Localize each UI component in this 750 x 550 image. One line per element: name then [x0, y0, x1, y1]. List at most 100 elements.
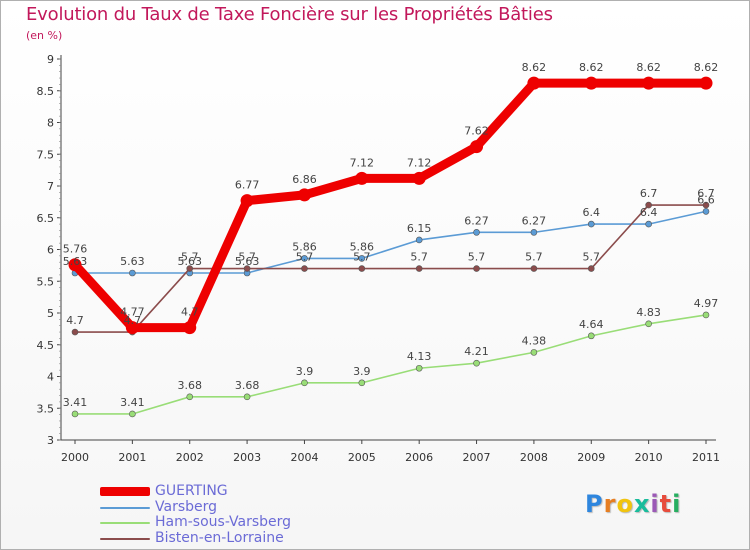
- x-tick-label: 2002: [176, 451, 204, 464]
- data-label: 6.6: [697, 193, 715, 206]
- data-label: 5.63: [63, 255, 88, 268]
- chart-subtitle: (en %): [26, 29, 63, 42]
- data-point: [415, 236, 423, 244]
- series-line-varsberg: [74, 210, 707, 274]
- legend-swatch: [100, 506, 150, 509]
- data-point: [587, 265, 595, 272]
- data-label: 8.62: [522, 61, 547, 74]
- data-point: [702, 208, 710, 215]
- data-label: 5.7: [238, 251, 256, 264]
- y-tick-label: 3.5: [37, 402, 55, 415]
- data-point: [183, 321, 197, 335]
- chart-title: Evolution du Taux de Taxe Foncière sur l…: [26, 4, 553, 25]
- data-point: [68, 258, 82, 272]
- data-label: 4.77: [120, 306, 145, 319]
- logo-letter: i: [672, 490, 682, 518]
- data-label: 5.76: [63, 243, 88, 256]
- data-label: 7.12: [407, 156, 432, 169]
- data-label: 6.4: [583, 206, 601, 219]
- data-label: 5.7: [181, 251, 199, 264]
- y-tick-label: 8.5: [37, 85, 55, 98]
- series-line-ham-sous-varsberg: [74, 314, 707, 415]
- data-label: 5.7: [353, 251, 371, 264]
- data-label: 4.38: [522, 334, 547, 347]
- x-tick-label: 2004: [290, 451, 318, 464]
- data-point: [645, 220, 652, 228]
- data-label: 3.68: [177, 379, 202, 392]
- data-point: [71, 410, 79, 418]
- data-label: 6.27: [522, 214, 547, 227]
- data-point: [473, 229, 480, 236]
- data-point: [412, 171, 426, 185]
- y-tick-label: 6.5: [37, 212, 55, 225]
- y-tick-label: 4.5: [37, 339, 55, 352]
- data-point: [530, 229, 538, 236]
- x-tick-label: 2008: [520, 451, 548, 464]
- data-label: 5.7: [410, 251, 428, 264]
- x-tick-label: 2006: [405, 451, 433, 464]
- data-label: 4.7: [66, 314, 84, 327]
- data-label: 4.83: [636, 306, 661, 319]
- legend-label: Ham-sous-Varsberg: [155, 514, 292, 530]
- data-point: [301, 379, 308, 387]
- data-label: 6.27: [464, 214, 489, 227]
- data-point: [530, 349, 538, 356]
- data-label: 4.7: [181, 306, 199, 319]
- data-label: 5.7: [525, 251, 543, 264]
- data-point: [702, 201, 710, 209]
- data-label: 5.86: [292, 240, 317, 253]
- data-label: 4.21: [464, 345, 489, 358]
- data-point: [702, 311, 710, 319]
- data-label: 8.62: [636, 61, 661, 74]
- logo-letter: i: [650, 490, 660, 518]
- logo-letter: x: [633, 490, 651, 518]
- data-point: [355, 171, 369, 185]
- series-line-guerting: [70, 78, 711, 333]
- data-label: 6.4: [640, 206, 658, 219]
- data-point: [645, 320, 652, 328]
- x-tick-label: 2000: [61, 451, 89, 464]
- data-label: 6.86: [292, 173, 317, 186]
- data-point: [473, 359, 480, 367]
- legend-label: GUERTING: [155, 483, 228, 499]
- data-label: 5.7: [296, 251, 314, 264]
- data-point: [473, 265, 480, 272]
- data-point: [243, 393, 251, 401]
- y-tick-label: 7: [47, 180, 54, 193]
- data-label: 5.63: [235, 255, 260, 268]
- data-point: [530, 265, 538, 272]
- data-label: 7.12: [350, 156, 375, 169]
- data-point: [243, 265, 251, 272]
- y-tick-label: 5: [47, 307, 54, 320]
- data-point: [584, 76, 598, 90]
- x-tick-label: 2007: [463, 451, 491, 464]
- x-tick-label: 2010: [635, 451, 663, 464]
- data-label: 6.15: [407, 222, 432, 235]
- data-label: 5.7: [583, 251, 601, 264]
- data-point: [645, 201, 652, 209]
- logo-letter: o: [616, 490, 634, 518]
- y-tick-label: 7.5: [37, 148, 55, 161]
- data-label: 4.97: [694, 297, 719, 310]
- data-label: 3.41: [63, 396, 88, 409]
- data-label: 8.62: [694, 61, 719, 74]
- data-label: 3.9: [353, 365, 371, 378]
- legend-swatch: [100, 487, 150, 496]
- data-point: [527, 76, 541, 90]
- data-label: 3.9: [296, 365, 314, 378]
- logo-letter: P: [585, 490, 604, 518]
- logo-letter: t: [659, 490, 673, 518]
- data-label: 7.62: [464, 125, 489, 138]
- x-tick-label: 2011: [692, 451, 720, 464]
- data-point: [129, 269, 136, 277]
- data-point: [358, 379, 366, 387]
- legend-label: Bisten-en-Lorraine: [155, 529, 284, 546]
- data-point: [297, 188, 311, 202]
- data-label: 5.86: [350, 240, 375, 253]
- legend-label: Varsberg: [155, 498, 218, 515]
- data-point: [125, 321, 139, 335]
- data-label: 6.7: [697, 187, 715, 200]
- y-tick-label: 9: [47, 53, 54, 66]
- data-point: [699, 76, 713, 90]
